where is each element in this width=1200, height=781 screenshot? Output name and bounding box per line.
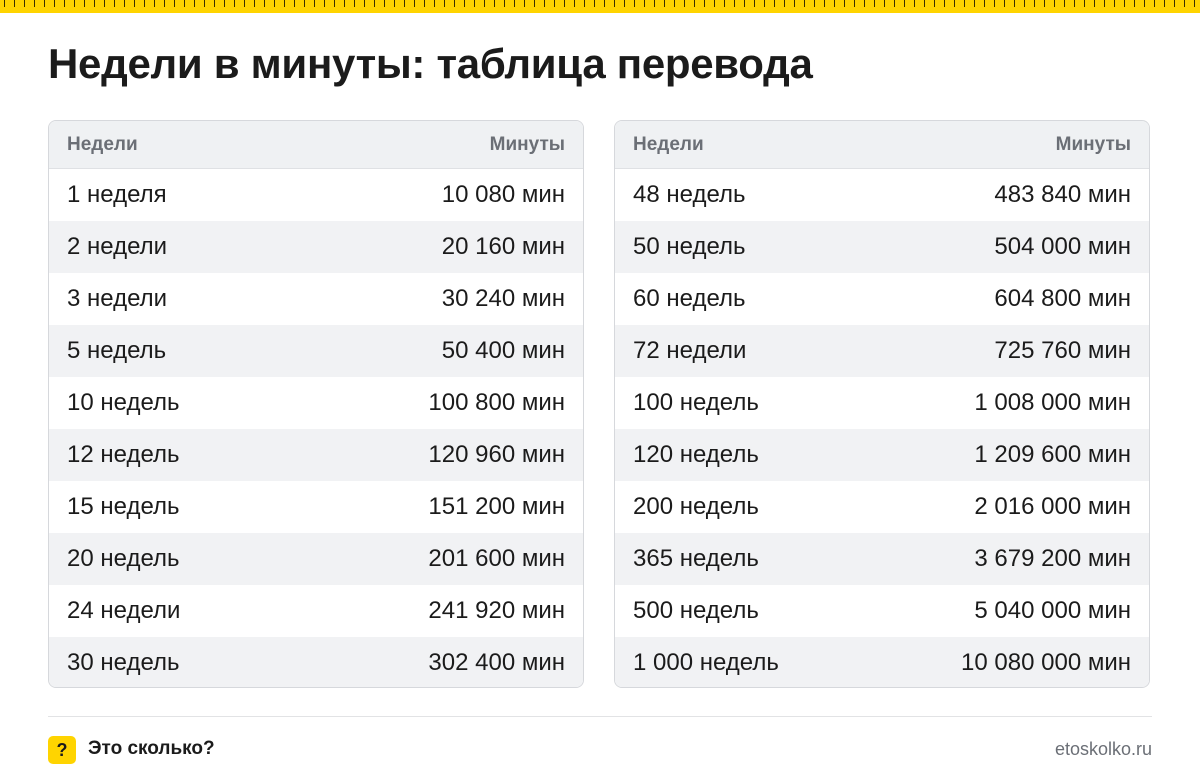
weeks-cell: 15 недель — [67, 493, 180, 520]
table-row: 120 недель 1 209 600 мин — [615, 429, 1149, 481]
weeks-cell: 3 недели — [67, 285, 168, 312]
weeks-cell: 200 недель — [633, 493, 759, 520]
minutes-cell: 120 960 мин — [428, 441, 565, 468]
table-row: 100 недель 1 008 000 мин — [615, 377, 1149, 429]
table-row: 24 недели 241 920 мин — [49, 585, 583, 637]
weeks-cell: 10 недель — [67, 389, 180, 416]
minutes-cell: 604 800 мин — [994, 285, 1131, 312]
minutes-cell: 30 240 мин — [441, 285, 565, 312]
table-body: 1 неделя 10 080 мин 2 недели 20 160 мин 3 … — [49, 169, 583, 687]
table-row: 1 неделя 10 080 мин — [49, 169, 583, 221]
weeks-cell: 5 недель — [67, 337, 167, 364]
table-row: 15 недель 151 200 мин — [49, 481, 583, 533]
table-row: 365 недель 3 679 200 мин — [615, 533, 1149, 585]
minutes-cell: 725 760 мин — [994, 337, 1131, 364]
minutes-cell: 1 008 000 мин — [974, 389, 1131, 416]
weeks-cell: 120 недель — [633, 441, 759, 468]
minutes-cell: 241 920 мин — [428, 597, 565, 624]
table-body: 48 недель 483 840 мин 50 недель 504 000 ми… — [615, 169, 1149, 687]
site-url: etoskolko.ru — [1054, 739, 1152, 759]
weeks-cell: 50 недель — [633, 233, 746, 260]
minutes-cell: 50 400 мин — [441, 337, 565, 364]
minutes-cell: 151 200 мин — [428, 493, 565, 520]
table-row: 72 недели 725 760 мин — [615, 325, 1149, 377]
weeks-cell: 60 недель — [633, 285, 746, 312]
table-row: 12 недель 120 960 мин — [49, 429, 583, 481]
table-row: 5 недель 50 400 мин — [49, 325, 583, 377]
minutes-cell: 10 080 000 мин — [961, 649, 1131, 676]
minutes-cell: 100 800 мин — [428, 389, 565, 416]
table-row: 20 недель 201 600 мин — [49, 533, 583, 585]
table-header: Недели Минуты — [49, 121, 583, 169]
minutes-cell: 483 840 мин — [994, 181, 1131, 208]
table-row: 10 недель 100 800 мин — [49, 377, 583, 429]
minutes-cell: 2 016 000 мин — [974, 493, 1131, 520]
table-row: 1 000 недель 10 080 000 мин — [615, 637, 1149, 687]
table-row: 48 недель 483 840 мин — [615, 169, 1149, 221]
weeks-cell: 30 недель — [67, 649, 180, 676]
minutes-cell: 20 160 мин — [441, 233, 565, 260]
minutes-cell: 5 040 000 мин — [974, 597, 1131, 624]
minutes-cell: 3 679 200 мин — [974, 545, 1131, 572]
conversion-table-right: Недели Минуты 48 недель 483 840 мин 50 не… — [614, 120, 1150, 688]
weeks-cell: 500 недель — [633, 597, 759, 624]
weeks-cell: 100 недель — [633, 389, 759, 416]
minutes-cell: 1 209 600 мин — [974, 441, 1131, 468]
footer-divider — [48, 716, 1152, 717]
weeks-cell: 24 недели — [67, 597, 181, 624]
page-title: Недели в минуты: таблица перевода — [48, 40, 813, 87]
weeks-cell: 72 недели — [633, 337, 747, 364]
table-row: 500 недель 5 040 000 мин — [615, 585, 1149, 637]
table-row: 50 недель 504 000 мин — [615, 221, 1149, 273]
minutes-cell: 504 000 мин — [994, 233, 1131, 260]
minutes-cell: 201 600 мин — [428, 545, 565, 572]
table-row: 2 недели 20 160 мин — [49, 221, 583, 273]
weeks-cell: 1 неделя — [67, 181, 167, 208]
table-row: 60 недель 604 800 мин — [615, 273, 1149, 325]
minutes-cell: 302 400 мин — [428, 649, 565, 676]
weeks-cell: 20 недель — [67, 545, 180, 572]
table-header: Недели Минуты — [615, 121, 1149, 169]
header-minutes: Минуты — [1055, 133, 1131, 155]
question-mark-icon: ? — [48, 736, 76, 764]
weeks-cell: 48 недель — [633, 181, 746, 208]
table-row: 3 недели 30 240 мин — [49, 273, 583, 325]
header-weeks: Недели — [67, 133, 138, 155]
table-row: 30 недель 302 400 мин — [49, 637, 583, 687]
header-minutes: Минуты — [489, 133, 565, 155]
header-weeks: Недели — [633, 133, 704, 155]
ruler-strip — [0, 0, 1200, 13]
weeks-cell: 365 недель — [633, 545, 759, 572]
conversion-table-left: Недели Минуты 1 неделя 10 080 мин 2 недел… — [48, 120, 584, 688]
minutes-cell: 10 080 мин — [441, 181, 565, 208]
weeks-cell: 2 недели — [67, 233, 168, 260]
weeks-cell: 1 000 недель — [633, 649, 779, 676]
weeks-cell: 12 недель — [67, 441, 180, 468]
brand-name: Это сколько? — [88, 738, 215, 759]
table-row: 200 недель 2 016 000 мин — [615, 481, 1149, 533]
